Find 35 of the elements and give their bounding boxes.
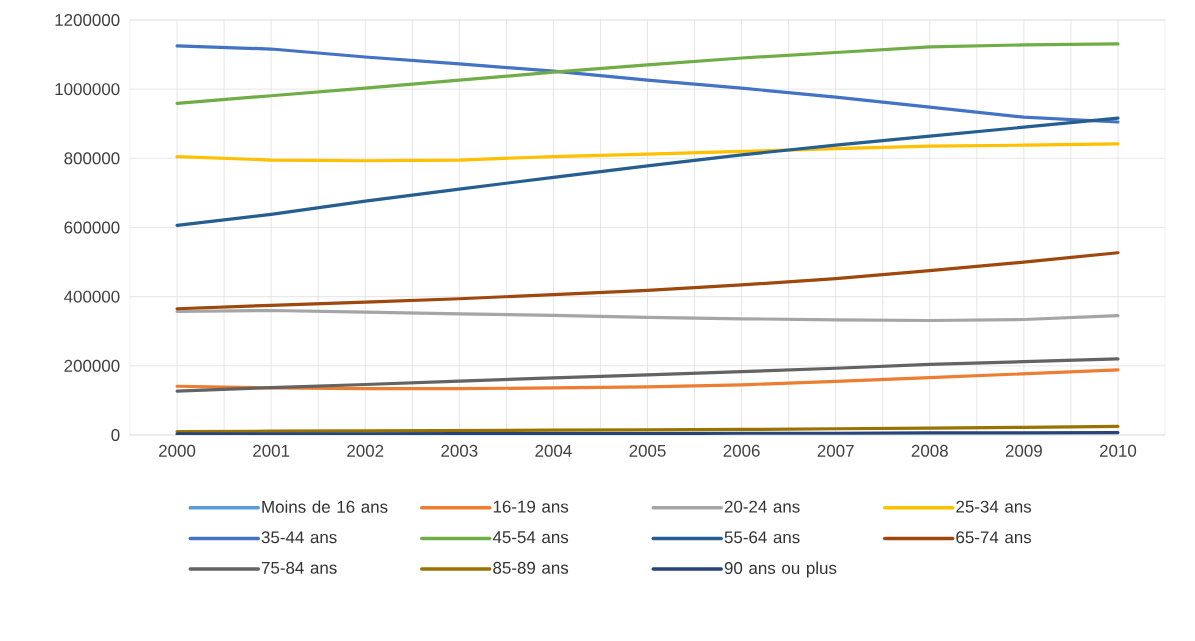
y-tick-label: 600000 bbox=[64, 221, 120, 234]
legend-label: 16-19 ans bbox=[493, 500, 569, 513]
y-tick-label: 1200000 bbox=[55, 13, 120, 26]
legend-label: Moins de 16 ans bbox=[262, 500, 388, 513]
line-series bbox=[175, 44, 1120, 124]
line-series bbox=[175, 142, 1120, 163]
y-tick-label: 800000 bbox=[64, 152, 120, 165]
y-tick-label: 1000000 bbox=[55, 83, 120, 96]
legend-label: 25-34 ans bbox=[956, 500, 1032, 513]
line-series bbox=[175, 42, 1120, 105]
x-tick-label: 2010 bbox=[1099, 444, 1137, 457]
legend-label: 35-44 ans bbox=[261, 531, 337, 544]
legend-label: 45-54 ans bbox=[492, 531, 569, 544]
legend-label: 85-89 ans bbox=[493, 561, 569, 574]
x-tick-label: 2002 bbox=[347, 444, 384, 457]
line-series bbox=[175, 308, 1120, 323]
legend-label: 90 ans ou plus bbox=[724, 561, 837, 578]
line-series bbox=[175, 357, 1120, 393]
x-tick-label: 2001 bbox=[253, 444, 290, 457]
x-tick-label: 2009 bbox=[1005, 444, 1042, 457]
x-tick-label: 2008 bbox=[911, 444, 948, 457]
x-tick-label: 2000 bbox=[159, 444, 196, 457]
y-tick-label: 0 bbox=[111, 428, 120, 441]
x-tick-label: 2007 bbox=[817, 444, 854, 457]
legend-label: 75-84 ans bbox=[261, 561, 337, 574]
y-tick-label: 200000 bbox=[64, 359, 120, 372]
x-tick-label: 2003 bbox=[441, 444, 478, 457]
x-tick-label: 2004 bbox=[535, 444, 572, 457]
legend-label: 20-24 ans bbox=[724, 500, 800, 513]
line-series bbox=[175, 251, 1120, 311]
x-tick-label: 2006 bbox=[723, 444, 760, 457]
legend-label: 55-64 ans bbox=[724, 531, 800, 544]
y-tick-label: 400000 bbox=[64, 290, 120, 303]
legend-label: 65-74 ans bbox=[956, 531, 1032, 544]
x-tick-label: 2005 bbox=[629, 444, 666, 457]
